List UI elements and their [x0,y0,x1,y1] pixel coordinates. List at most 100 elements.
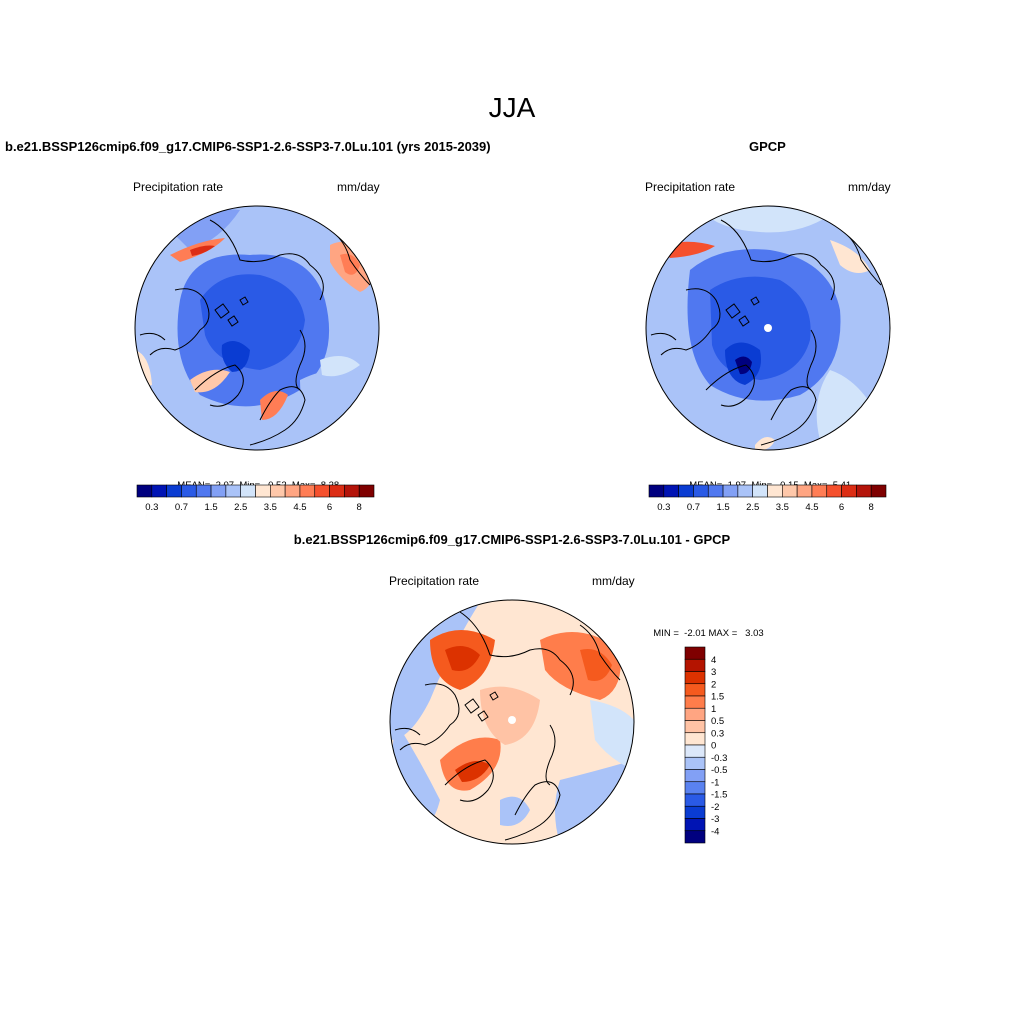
panel2-colorbar-swatch [856,484,872,498]
panel2-colorbar-swatch [796,484,813,498]
panel2-map-border [645,205,891,451]
panel1-colorbar-tick-label: 0.3 [145,502,158,513]
panel1-colorbar-swatch [358,484,375,498]
panel3-colorbar-tick-label: 3 [711,667,716,678]
panel1-colorbar-swatch [329,484,345,498]
panel1-colorbar-swatch [225,484,241,498]
panel2-colorbar-swatch [870,484,887,498]
panel3-colorbar-swatch [684,744,706,758]
panel3-colorbar-tick-label: -1 [711,777,719,788]
panel1-colorbar-tick-label: 0.7 [175,502,188,513]
panel3-colorbar-swatch [684,658,706,672]
panel3-left-label: Precipitation rate [389,574,480,588]
panel2-colorbar-tick-label: 2.5 [746,502,759,513]
panel1-colorbar: 0.3 0.7 1.5 2.5 3.5 4.5 6 8 [136,484,375,513]
panel1-colorbar-swatch [314,484,330,498]
panel2-unit-label: mm/day [848,180,891,194]
panel3-colorbar-tick-label: 1 [711,704,716,715]
panel1-colorbar-swatch [195,484,212,498]
panel2-colorbar-swatch [693,484,709,498]
panel2-colorbar-swatch [841,484,857,498]
panel1-colorbar-swatch [136,484,153,498]
panel1-colorbar-swatch [166,484,182,498]
panel2-colorbar-tick-label: 0.7 [687,502,700,513]
panel1-colorbar-swatch [210,484,227,498]
panel1-colorbar-swatch [299,484,316,498]
panel2-colorbar-swatch [782,484,798,498]
panel3-title: b.e21.BSSP126cmip6.f09_g17.CMIP6-SSP1-2.… [293,532,731,547]
panel1-colorbar-swatch [284,484,301,498]
panel1-colorbar-tick-label: 2.5 [234,502,247,513]
panel1-colorbar-tick-label: 4.5 [293,502,306,513]
panel3-map [390,600,634,844]
panel2-left-label: Precipitation rate [645,180,736,194]
panel3-colorbar-tick-label: -1.5 [711,790,727,801]
panel3-colorbar-swatch [684,805,706,819]
panel3-colorbar-swatch [684,732,706,746]
panel1-colorbar-tick-label: 1.5 [204,502,217,513]
panel3-colorbar-swatch [684,830,706,844]
panel3-map-border [389,599,635,845]
panel3-unit-label: mm/day [592,574,635,588]
panel2-map [646,206,890,450]
panel2-colorbar-tick-label: 8 [869,502,874,513]
panel2-colorbar-swatch [678,484,694,498]
panel2-colorbar-swatch [663,484,679,498]
panel2-colorbar: 0.3 0.7 1.5 2.5 3.5 4.5 6 8 [648,484,887,513]
panel1-colorbar-swatch [240,484,256,498]
panel2-colorbar-tick-label: 1.5 [716,502,729,513]
panel1-colorbar-tick-label: 3.5 [264,502,277,513]
panel3-colorbar-tick-label: -3 [711,814,719,825]
panel3-colorbar-tick-label: 4 [711,655,716,666]
panel3-colorbar-tick-label: -0.5 [711,765,727,776]
panel1-colorbar-swatch [270,484,286,498]
panel1-unit-label: mm/day [337,180,380,194]
panel1-colorbar-swatch [151,484,167,498]
panel3-colorbar-swatch [684,707,706,721]
panel3-colorbar-swatch [684,818,706,832]
panel1-colorbar-swatch [255,484,271,498]
panel3-colorbar-tick-label: -4 [711,826,719,837]
panel2-colorbar-swatch [752,484,768,498]
panel3-minmax: MIN = -2.01 MAX = 3.03 [653,628,764,639]
panel3-colorbar-tick-label: 2 [711,679,716,690]
panel3-colorbar-tick-label: 0.3 [711,728,724,739]
panel2-title: GPCP [749,139,786,154]
panel3-colorbar-swatch [684,769,706,783]
panel2-colorbar-swatch [722,484,739,498]
panel3-colorbar-swatch [684,756,706,770]
panel2-colorbar-tick-label: 0.3 [657,502,670,513]
panel3-colorbar-tick-label: -0.3 [711,753,727,764]
panel1-colorbar-swatch [181,484,197,498]
panel2-colorbar-tick-label: 4.5 [805,502,818,513]
panel2-colorbar-tick-label: 6 [839,502,844,513]
panel2-colorbar-tick-label: 3.5 [776,502,789,513]
panel1-colorbar-tick-label: 6 [327,502,332,513]
panel3-colorbar-swatch [684,646,706,660]
panel3-colorbar-swatch [684,695,706,709]
panel1-colorbar-tick-label: 8 [357,502,362,513]
panel1-map-border [134,205,380,451]
panel3-colorbar-tick-label: 0.5 [711,716,724,727]
panel3-colorbar-swatch [684,781,706,795]
panel1-map [135,206,379,450]
panel2-colorbar-swatch [737,484,753,498]
panel3-colorbar-swatch [684,793,706,807]
panel3-colorbar-tick-label: 0 [711,741,716,752]
panel3-colorbar-swatch [684,683,706,697]
panel1-left-label: Precipitation rate [133,180,224,194]
panel1-colorbar-swatch [344,484,360,498]
panel2-colorbar-swatch [707,484,724,498]
panel3-colorbar-swatch [684,720,706,734]
figure-title: JJA [488,92,536,123]
panel2-colorbar-swatch [811,484,828,498]
panel2-colorbar-swatch [767,484,783,498]
panel3-colorbar: 432 1.510.50.3 0-0.3-0.5-1 -1.5-2-3-4 [684,646,727,844]
panel2-colorbar-swatch [826,484,842,498]
panel3-colorbar-swatch [684,671,706,685]
panel3-colorbar-tick-label: -2 [711,802,719,813]
panel3-colorbar-tick-label: 1.5 [711,692,724,703]
panel2-colorbar-swatch [648,484,665,498]
panel1-title: b.e21.BSSP126cmip6.f09_g17.CMIP6-SSP1-2.… [5,139,491,154]
